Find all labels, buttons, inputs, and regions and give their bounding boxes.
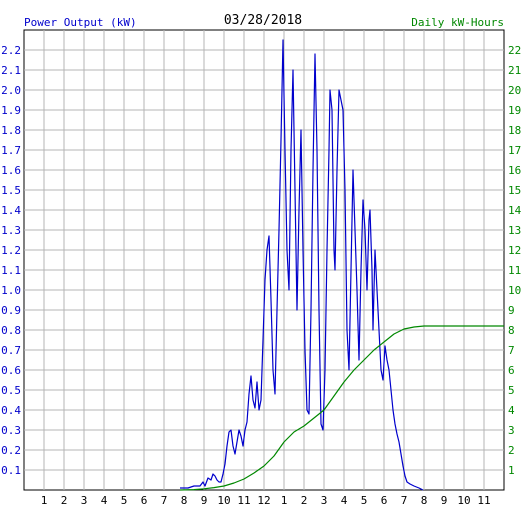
x-tick-label: 10 — [457, 494, 470, 507]
left-tick-label: 1.1 — [1, 264, 21, 277]
left-tick-label: 1.9 — [1, 104, 21, 117]
right-tick-label: 16 — [508, 164, 521, 177]
daily-kwh-line — [179, 325, 504, 491]
x-tick-label: 2 — [301, 494, 308, 507]
power-output-line — [180, 39, 424, 491]
right-tick-label: 20 — [508, 84, 521, 97]
x-tick-label: 7 — [161, 494, 168, 507]
x-tick-label: 12 — [257, 494, 270, 507]
left-tick-label: 1.3 — [1, 224, 21, 237]
right-tick-label: 10 — [508, 284, 521, 297]
x-tick-label: 1 — [281, 494, 288, 507]
right-tick-label: 22 — [508, 44, 521, 57]
left-tick-label: 0.4 — [1, 404, 21, 417]
x-tick-label: 1 — [41, 494, 48, 507]
right-tick-label: 5 — [508, 384, 515, 397]
right-tick-label: 12 — [508, 244, 521, 257]
x-tick-label: 5 — [121, 494, 128, 507]
left-tick-label: 1.0 — [1, 284, 21, 297]
right-tick-label: 21 — [508, 64, 521, 77]
left-tick-label: 1.7 — [1, 144, 21, 157]
left-axis-ticks: 0.1 0.2 0.3 0.4 0.5 0.6 0.7 0.8 0.9 1.0 1.1 1.2 1.3 1… — [1, 44, 21, 477]
left-tick-label: 1.5 — [1, 184, 21, 197]
x-axis-ticks: 1 2 3 4 5 6 7 8 9 10 11 12 1 2 3 4 5 6 7 8 9 10 11 — [41, 494, 491, 507]
left-tick-label: 0.5 — [1, 384, 21, 397]
left-tick-label: 0.2 — [1, 444, 21, 457]
right-tick-label: 19 — [508, 104, 521, 117]
x-tick-label: 3 — [81, 494, 88, 507]
left-tick-label: 1.4 — [1, 204, 21, 217]
right-tick-label: 13 — [508, 224, 521, 237]
right-tick-label: 6 — [508, 364, 515, 377]
right-tick-label: 14 — [508, 204, 522, 217]
grid — [24, 30, 504, 490]
left-tick-label: 0.9 — [1, 304, 21, 317]
x-tick-label: 3 — [321, 494, 328, 507]
right-tick-label: 2 — [508, 444, 515, 457]
right-axis-label: Daily kW-Hours — [411, 16, 504, 29]
right-tick-label: 3 — [508, 424, 515, 437]
x-tick-label: 8 — [421, 494, 428, 507]
x-tick-label: 7 — [401, 494, 408, 507]
x-tick-label: 6 — [381, 494, 388, 507]
x-tick-label: 9 — [201, 494, 208, 507]
right-tick-label: 9 — [508, 304, 515, 317]
series-group — [179, 39, 504, 491]
right-tick-label: 11 — [508, 264, 521, 277]
right-tick-label: 1 — [508, 464, 515, 477]
right-tick-label: 18 — [508, 124, 521, 137]
x-tick-label: 6 — [141, 494, 148, 507]
x-tick-label: 8 — [181, 494, 188, 507]
x-tick-label: 9 — [441, 494, 448, 507]
left-tick-label: 0.3 — [1, 424, 21, 437]
right-tick-label: 4 — [508, 404, 515, 417]
x-tick-label: 11 — [477, 494, 490, 507]
left-axis-label: Power Output (kW) — [24, 16, 137, 29]
x-tick-label: 10 — [217, 494, 230, 507]
right-tick-label: 7 — [508, 344, 515, 357]
left-tick-label: 0.7 — [1, 344, 21, 357]
x-tick-label: 2 — [61, 494, 68, 507]
left-tick-label: 0.6 — [1, 364, 21, 377]
left-tick-label: 1.6 — [1, 164, 21, 177]
x-tick-label: 4 — [101, 494, 108, 507]
left-tick-label: 2.2 — [1, 44, 21, 57]
x-tick-label: 11 — [237, 494, 250, 507]
left-tick-label: 0.8 — [1, 324, 21, 337]
left-tick-label: 1.8 — [1, 124, 21, 137]
left-tick-label: 2.1 — [1, 64, 21, 77]
right-tick-label: 15 — [508, 184, 521, 197]
right-tick-label: 8 — [508, 324, 515, 337]
x-tick-label: 5 — [361, 494, 368, 507]
x-tick-label: 4 — [341, 494, 348, 507]
left-tick-label: 0.1 — [1, 464, 21, 477]
left-tick-label: 1.2 — [1, 244, 21, 257]
chart-title: 03/28/2018 — [224, 13, 302, 28]
right-tick-label: 17 — [508, 144, 521, 157]
left-tick-label: 2.0 — [1, 84, 21, 97]
